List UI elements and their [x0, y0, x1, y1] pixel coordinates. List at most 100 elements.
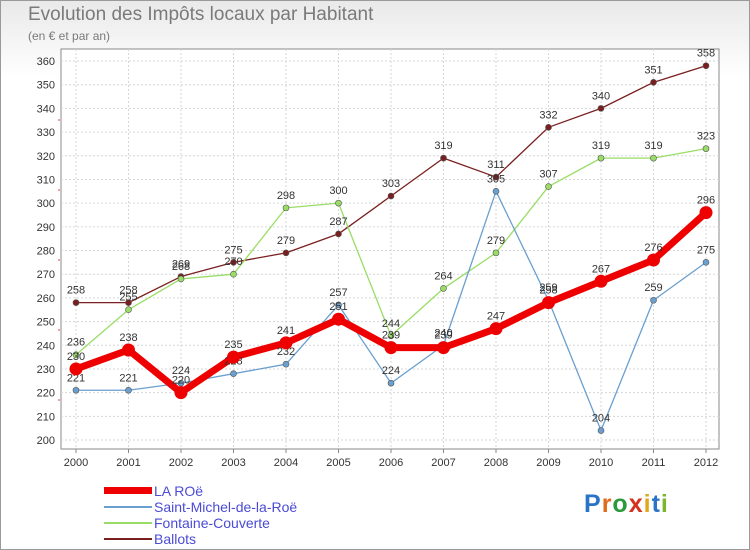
x-tick-label: 2008 — [484, 457, 508, 469]
y-tick-label: 350 — [37, 80, 55, 92]
y-tick-label: 300 — [37, 198, 55, 210]
legend-label-saint-michel: Saint-Michel-de-la-Roë — [154, 499, 298, 515]
plot-area — [60, 48, 720, 450]
data-point-saint-michel-de-la-ro — [702, 259, 710, 266]
chart-title: Evolution des Impôts locaux par Habitant — [28, 4, 374, 25]
legend-swatch-ballots — [104, 538, 152, 540]
y-tick-label: 320 — [37, 151, 55, 163]
data-label-la-ro: 235 — [224, 339, 242, 351]
data-label-ballots: 279 — [277, 235, 295, 247]
data-point-fontaine-couverte — [387, 332, 395, 340]
data-point-saint-michel-de-la-ro — [492, 187, 500, 195]
x-tick-label: 2001 — [116, 457, 140, 469]
data-point-ballots — [492, 173, 500, 181]
data-label-fontaine-couverte: 319 — [644, 140, 662, 152]
data-label-ballots: 303 — [382, 178, 400, 190]
x-tick-label: 2004 — [274, 457, 298, 469]
y-tick-label: 290 — [37, 222, 55, 234]
data-point-saint-michel-de-la-ro — [597, 427, 605, 434]
x-tick-label: 2010 — [589, 457, 613, 469]
data-point-saint-michel-de-la-ro — [125, 386, 132, 394]
data-label-ballots: 332 — [539, 109, 557, 121]
data-point-fontaine-couverte — [177, 275, 185, 283]
data-point-ballots — [230, 259, 237, 266]
data-point-la-ro — [69, 362, 83, 376]
data-point-fontaine-couverte — [282, 204, 290, 212]
data-label-fontaine-couverte: 255 — [119, 292, 137, 304]
logo-letter: i — [643, 490, 652, 518]
y-tick-label: 280 — [37, 246, 55, 258]
data-label-la-ro: 258 — [539, 285, 557, 297]
data-label-fontaine-couverte: 323 — [697, 131, 715, 143]
legend-label-la-roe: LA ROë — [154, 483, 204, 499]
data-label-fontaine-couverte: 298 — [277, 190, 295, 202]
data-label-ballots: 275 — [224, 244, 242, 256]
y-tick-label: 360 — [37, 56, 55, 68]
chart-subtitle: (en € et par an) — [28, 29, 111, 43]
x-tick-label: 2002 — [169, 457, 193, 469]
data-point-la-ro — [542, 296, 555, 310]
y-tick-label: 330 — [37, 127, 55, 139]
data-point-fontaine-couverte — [492, 249, 500, 257]
data-point-ballots — [125, 299, 132, 306]
data-point-saint-michel-de-la-ro — [387, 379, 395, 387]
data-label-saint-michel-de-la-ro: 259 — [539, 282, 557, 294]
data-point-la-ro — [122, 343, 135, 357]
x-tick-label: 2005 — [326, 457, 350, 469]
data-point-fontaine-couverte — [650, 154, 657, 162]
data-label-la-ro: 267 — [592, 263, 610, 275]
legend-swatch-la-roe — [104, 487, 152, 494]
data-point-la-ro — [489, 322, 503, 336]
legend-label-fontaine-couverte: Fontaine-Couverte — [154, 515, 270, 531]
data-point-saint-michel-de-la-ro — [230, 370, 237, 377]
data-point-fontaine-couverte — [72, 351, 80, 359]
data-label-la-ro: 241 — [277, 325, 295, 337]
data-point-saint-michel-de-la-ro — [335, 301, 342, 309]
data-label-ballots: 358 — [697, 48, 715, 60]
data-point-fontaine-couverte — [545, 183, 552, 190]
logo-letter: t — [651, 490, 661, 518]
data-point-la-ro — [384, 341, 398, 355]
data-point-fontaine-couverte — [335, 199, 342, 207]
data-label-la-ro: 296 — [697, 195, 715, 207]
legend-swatch-saint-michel — [104, 506, 152, 508]
x-tick-label: 2012 — [694, 457, 718, 469]
data-point-ballots — [702, 62, 710, 70]
data-point-la-ro — [594, 274, 608, 288]
data-label-la-ro: 239 — [434, 330, 452, 342]
data-label-la-ro: 276 — [644, 242, 662, 254]
data-label-la-ro: 220 — [172, 375, 190, 387]
y-tick-label: 250 — [37, 317, 55, 329]
y-tick-label: 310 — [37, 174, 55, 186]
data-point-fontaine-couverte — [440, 285, 447, 292]
proxiti-logo: Proxiti — [584, 490, 669, 519]
data-label-fontaine-couverte: 300 — [329, 185, 347, 197]
data-label-la-ro: 247 — [487, 311, 505, 323]
logo-letter: P — [584, 490, 602, 518]
data-point-ballots — [440, 154, 447, 162]
data-label-ballots: 269 — [172, 259, 190, 271]
data-point-saint-michel-de-la-ro — [72, 386, 80, 394]
data-label-la-ro: 239 — [382, 330, 400, 342]
legend-label-ballots: Ballots — [154, 531, 197, 547]
data-label-saint-michel-de-la-ro: 259 — [644, 282, 662, 294]
y-tick-label: 270 — [37, 269, 55, 281]
data-point-la-ro — [279, 336, 293, 350]
data-label-saint-michel-de-la-ro: 224 — [382, 365, 400, 377]
x-tick-label: 2007 — [431, 457, 455, 469]
data-label-saint-michel-de-la-ro: 221 — [119, 372, 137, 384]
data-point-ballots — [335, 230, 342, 238]
data-label-fontaine-couverte: 319 — [592, 140, 610, 152]
x-tick-label: 2009 — [536, 457, 560, 469]
data-label-saint-michel-de-la-ro: 232 — [277, 346, 295, 358]
data-point-ballots — [72, 299, 80, 306]
data-label-fontaine-couverte: 307 — [539, 169, 557, 181]
x-tick-label: 2003 — [221, 457, 245, 469]
data-point-ballots — [650, 79, 657, 86]
y-tick-label: 200 — [37, 435, 55, 447]
data-label-saint-michel-de-la-ro: 240 — [434, 327, 452, 339]
y-tick-label: 210 — [37, 411, 55, 423]
data-label-saint-michel-de-la-ro: 224 — [172, 365, 190, 377]
logo-letter: x — [628, 490, 644, 518]
